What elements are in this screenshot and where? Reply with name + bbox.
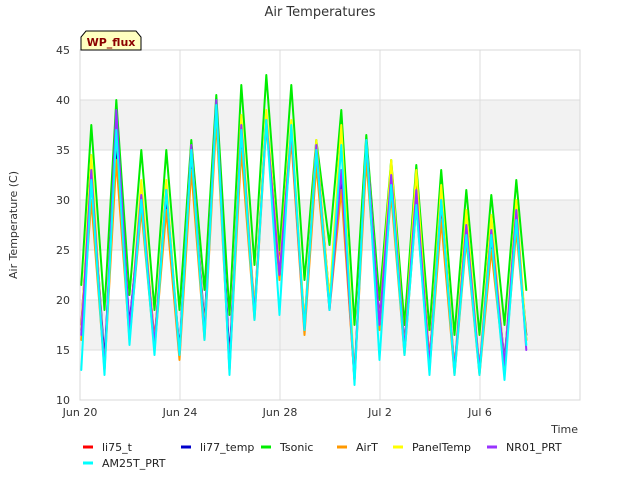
y-axis-ticks: 10 15 20 25 30 35 40 45 <box>56 44 70 407</box>
x-tick-label: Jul 6 <box>467 406 492 419</box>
legend: li75_t li77_temp Tsonic AirT PanelTemp NR01_P… <box>83 441 562 470</box>
series-line-Tsonic <box>80 74 528 336</box>
y-tick-label: 40 <box>56 94 70 107</box>
x-tick-label: Jun 20 <box>62 406 98 419</box>
legend-label-PanelTemp: PanelTemp <box>412 441 471 454</box>
y-tick-label: 25 <box>56 244 70 257</box>
y-tick-label: 10 <box>56 394 70 407</box>
legend-label-li75_t: li75_t <box>102 441 133 454</box>
band-2 <box>80 100 580 150</box>
plot-frame <box>79 49 581 401</box>
site-badge: WP_flux <box>80 30 142 51</box>
y-tick-label: 30 <box>56 194 70 207</box>
y-tick-label: 35 <box>56 144 70 157</box>
y-tick-label: 20 <box>56 294 70 307</box>
y-axis-label: Air Temperature (C) <box>7 171 20 279</box>
x-tick-label: Jun 24 <box>162 406 198 419</box>
badge-label: WP_flux <box>87 36 136 49</box>
badge-shape <box>80 30 142 51</box>
y-tick-label: 15 <box>56 344 70 357</box>
legend-label-li77_temp: li77_temp <box>200 441 254 454</box>
series-lines <box>80 74 528 386</box>
legend-label-AM25T_PRT: AM25T_PRT <box>102 457 166 470</box>
x-axis-label: Time <box>550 423 578 436</box>
legend-label-AirT: AirT <box>356 441 378 454</box>
legend-label-NR01_PRT: NR01_PRT <box>506 441 562 454</box>
x-axis-ticks: Jun 20 Jun 24 Jun 28 Jul 2 Jul 6 <box>62 406 492 419</box>
chart-title: Air Temperatures <box>264 5 375 20</box>
y-tick-label: 45 <box>56 44 70 57</box>
x-tick-label: Jun 28 <box>262 406 298 419</box>
legend-label-Tsonic: Tsonic <box>279 441 313 454</box>
x-tick-label: Jul 2 <box>367 406 392 419</box>
series-line-AM25T_PRT <box>80 104 528 386</box>
